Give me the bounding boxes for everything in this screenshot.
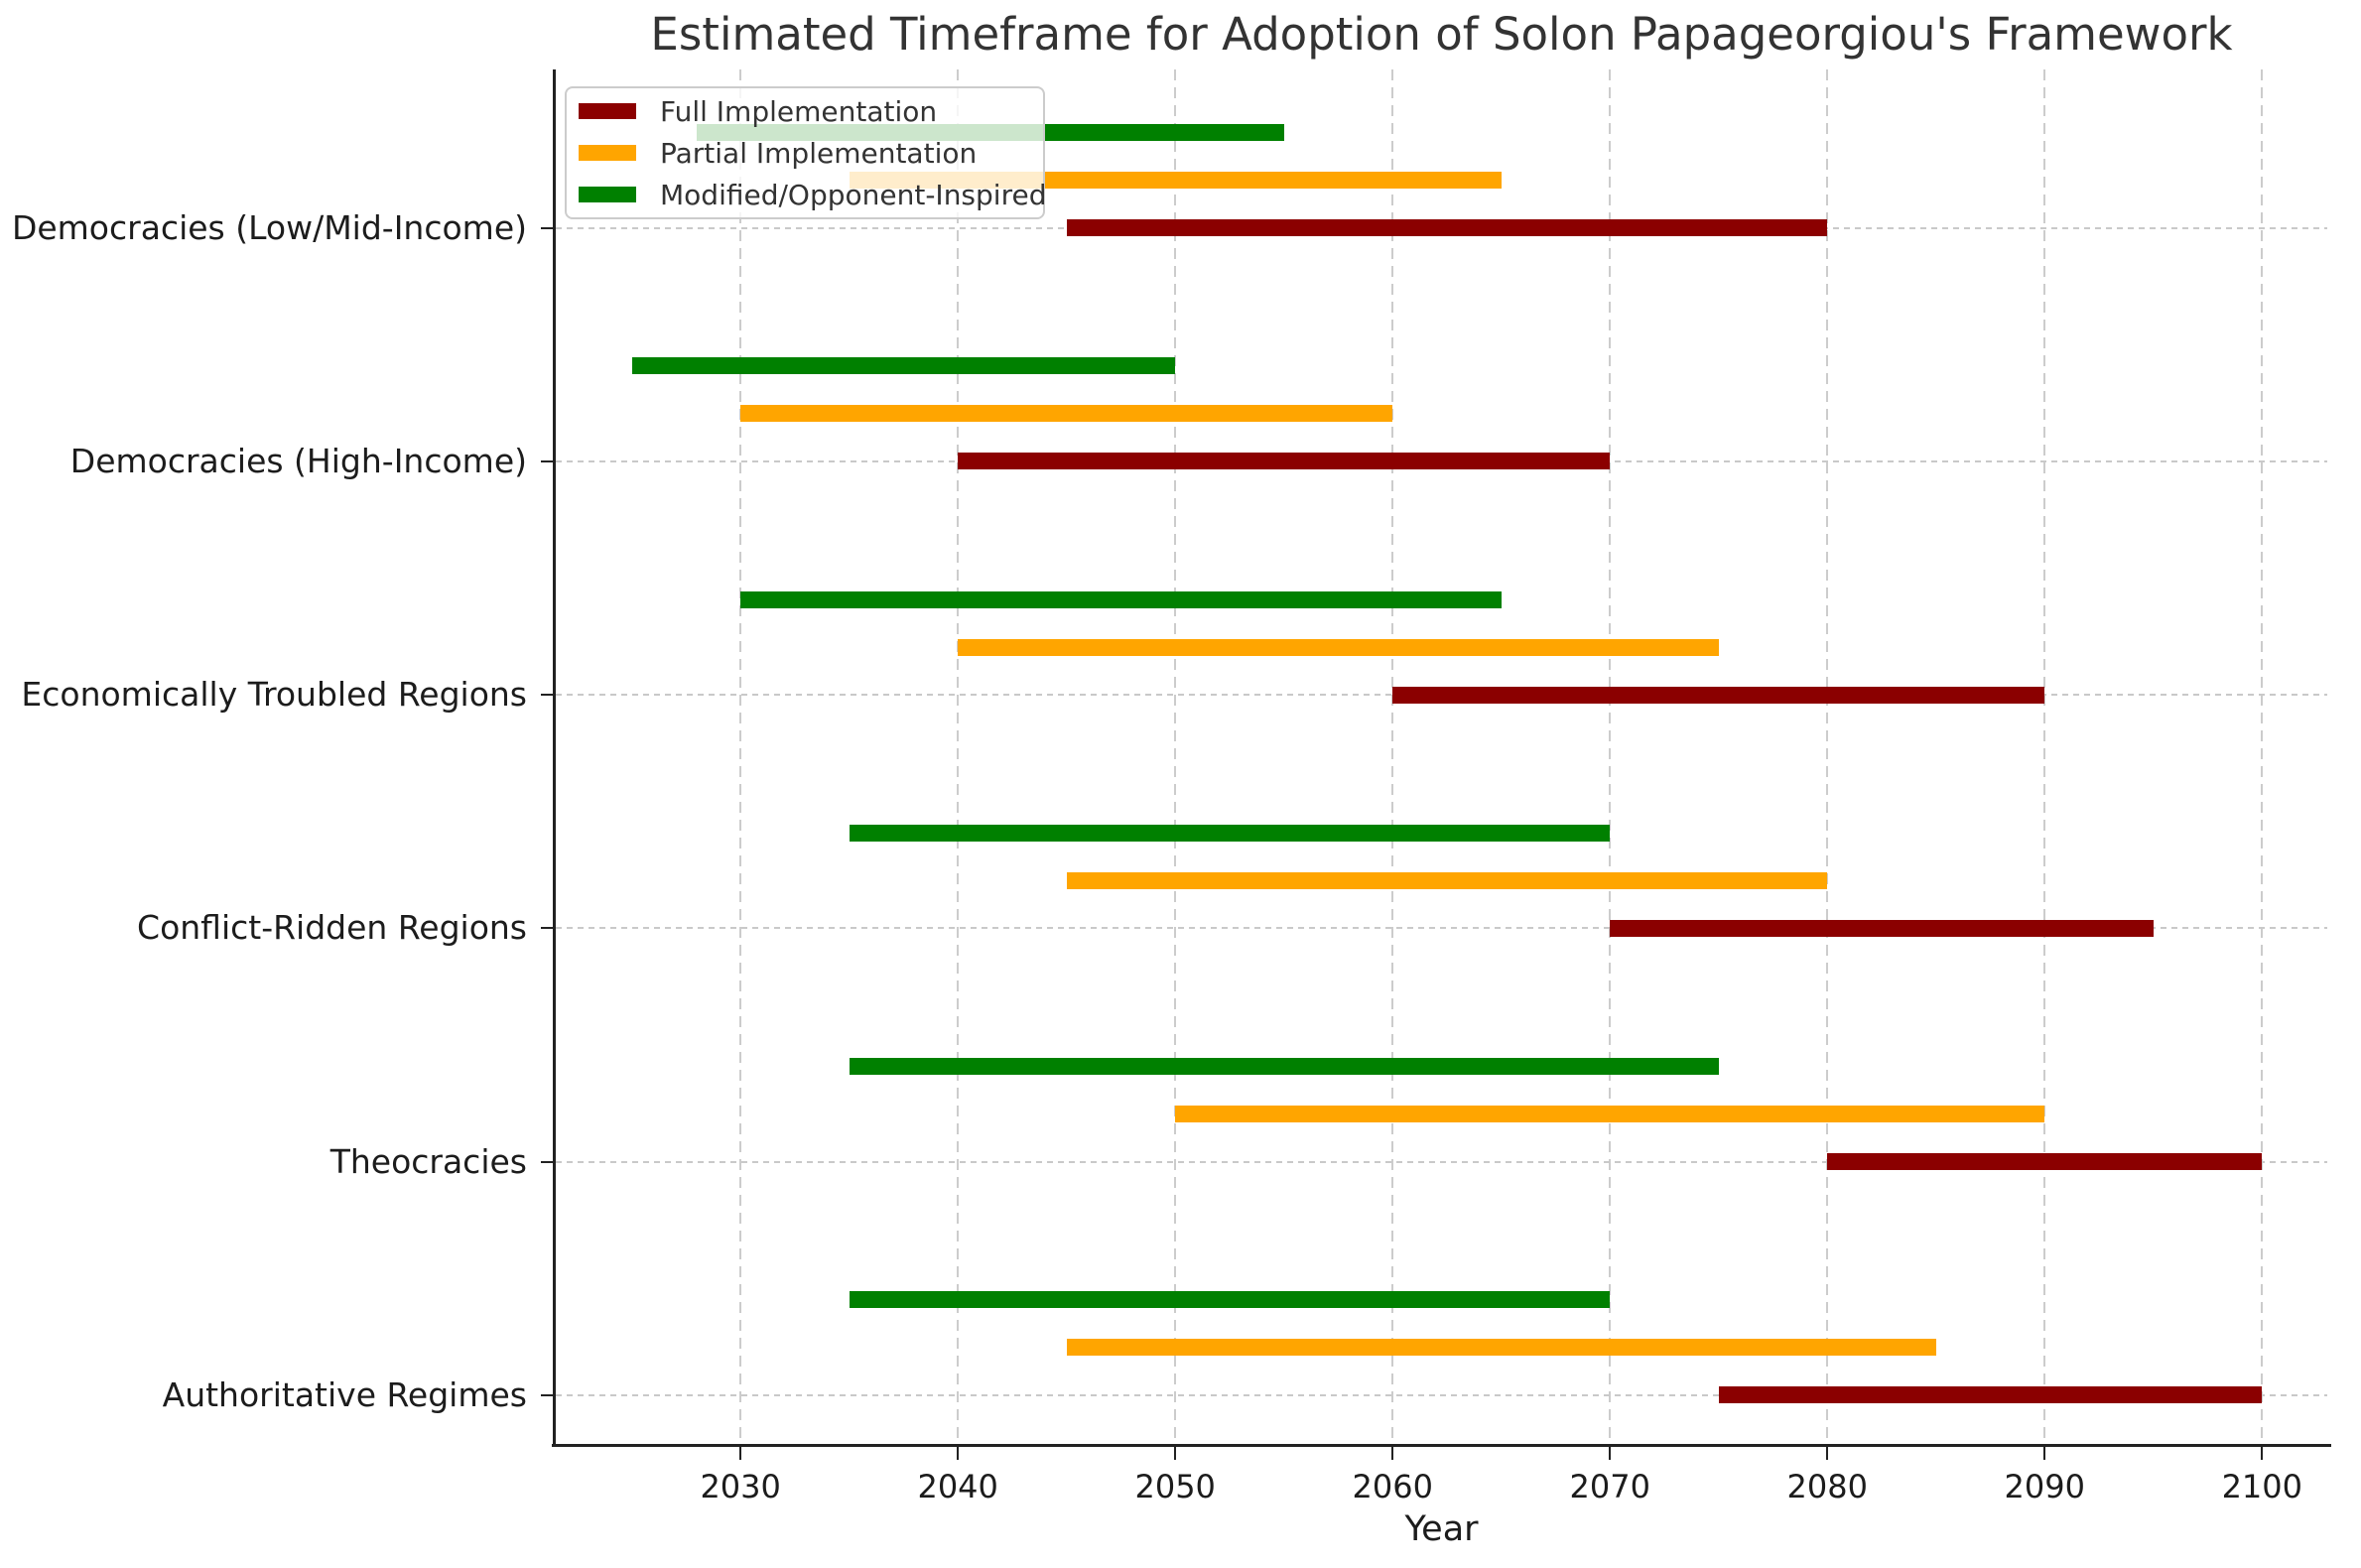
gridline-horizontal-authoritative-regimes [556, 1393, 2327, 1396]
gridline-vertical-2090 [2043, 69, 2046, 1444]
bar-full-implementation-democracies-high-income [958, 453, 1611, 470]
bar-partial-implementation-democracies-high-income [740, 405, 1393, 423]
y-axis-line [553, 69, 556, 1447]
y-axis-label-authoritative-regimes: Authoritative Regimes [162, 1374, 527, 1414]
legend-item-label: Modified/Opponent-Inspired [660, 178, 1047, 211]
gridline-vertical-2080 [1826, 69, 1829, 1444]
x-tick-mark-2030 [739, 1447, 742, 1460]
x-tick-mark-2090 [2043, 1447, 2046, 1460]
gridline-horizontal-theocracies [556, 1160, 2327, 1163]
legend-item-label: Full Implementation [660, 94, 938, 128]
y-tick-mark-democracies-high-income [541, 459, 555, 462]
y-tick-mark-economically-troubled-regions [541, 694, 555, 697]
x-tick-label-2080: 2080 [1786, 1468, 1868, 1505]
legend-swatch-full-implementation [579, 103, 636, 119]
y-axis-label-theocracies: Theocracies [329, 1141, 527, 1181]
bar-modified-opponent-inspired-authoritative-regimes [849, 1291, 1611, 1309]
x-tick-mark-2100 [2261, 1447, 2264, 1460]
legend-item-partial-implementation: Partial Implementation [567, 132, 1043, 174]
bar-partial-implementation-authoritative-regimes [1066, 1339, 1936, 1357]
bar-modified-opponent-inspired-economically-troubled-regions [740, 590, 1502, 608]
gridline-vertical-2030 [739, 69, 742, 1444]
x-axis-line [552, 1444, 2331, 1447]
legend-swatch-modified-opponent-inspired [579, 187, 636, 202]
bar-full-implementation-economically-troubled-regions [1392, 686, 2045, 704]
y-tick-mark-authoritative-regimes [541, 1393, 555, 1396]
y-tick-mark-democracies-low-mid-income [541, 226, 555, 229]
bar-full-implementation-authoritative-regimes [1718, 1386, 2263, 1404]
gridline-vertical-2100 [2261, 69, 2264, 1444]
bar-modified-opponent-inspired-democracies-high-income [631, 357, 1176, 375]
bar-modified-opponent-inspired-conflict-ridden-regions [849, 824, 1611, 842]
x-tick-mark-2040 [957, 1447, 960, 1460]
y-tick-mark-conflict-ridden-regions [541, 927, 555, 930]
legend: Full Implementation Partial Implementatio… [565, 86, 1047, 219]
x-tick-label-2060: 2060 [1352, 1468, 1433, 1505]
x-tick-label-2090: 2090 [2004, 1468, 2085, 1505]
bar-partial-implementation-economically-troubled-regions [958, 638, 1719, 656]
bar-full-implementation-democracies-low-mid-income [1066, 219, 1828, 237]
gridline-vertical-2070 [1609, 69, 1612, 1444]
bar-full-implementation-theocracies [1827, 1153, 2263, 1170]
y-axis-label-democracies-high-income: Democracies (High-Income) [69, 441, 527, 480]
x-axis-title: Year [1404, 1509, 1479, 1549]
bar-full-implementation-conflict-ridden-regions [1610, 919, 2154, 937]
legend-item-modified-opponent-inspired: Modified/Opponent-Inspired [567, 174, 1047, 215]
y-axis-label-democracies-low-mid-income: Democracies (Low/Mid-Income) [11, 207, 527, 247]
x-tick-label-2070: 2070 [1569, 1468, 1650, 1505]
y-axis-label-conflict-ridden-regions: Conflict-Ridden Regions [137, 908, 527, 948]
bar-partial-implementation-theocracies [1175, 1106, 2045, 1122]
x-tick-mark-2070 [1609, 1447, 1612, 1460]
legend-item-label: Partial Implementation [660, 136, 978, 170]
bar-partial-implementation-conflict-ridden-regions [1066, 871, 1828, 889]
x-tick-mark-2060 [1391, 1447, 1394, 1460]
x-tick-label-2040: 2040 [917, 1468, 998, 1505]
gridline-horizontal-conflict-ridden-regions [556, 927, 2327, 930]
plot-area: Full Implementation Partial Implementatio… [556, 69, 2327, 1444]
x-tick-label-2030: 2030 [700, 1468, 781, 1505]
x-tick-label-2100: 2100 [2221, 1468, 2302, 1505]
gridline-vertical-2050 [1174, 69, 1177, 1444]
legend-swatch-partial-implementation [579, 145, 636, 161]
x-tick-mark-2050 [1174, 1447, 1177, 1460]
gridline-vertical-2060 [1391, 69, 1394, 1444]
y-tick-mark-theocracies [541, 1160, 555, 1163]
x-tick-mark-2080 [1826, 1447, 1829, 1460]
y-axis-label-economically-troubled-regions: Economically Troubled Regions [21, 675, 527, 715]
bar-modified-opponent-inspired-theocracies [849, 1058, 1719, 1075]
gridline-vertical-2040 [957, 69, 960, 1444]
legend-item-full-implementation: Full Implementation [567, 90, 1043, 132]
chart-title: Estimated Timeframe for Adoption of Solo… [650, 8, 2233, 61]
x-tick-label-2050: 2050 [1134, 1468, 1216, 1505]
